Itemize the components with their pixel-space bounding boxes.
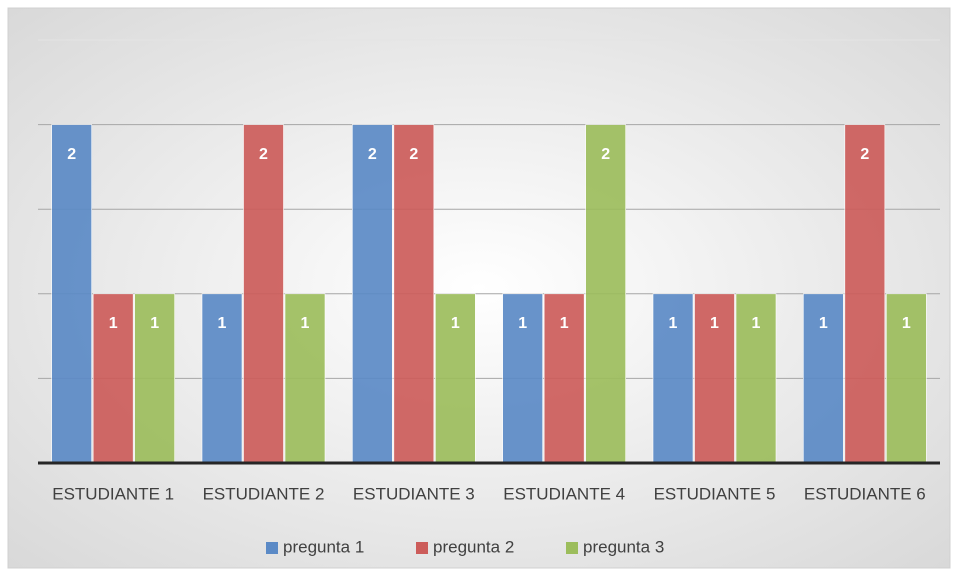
bar <box>652 293 694 464</box>
data-label: 1 <box>150 315 159 332</box>
bar <box>844 124 886 464</box>
x-tick-label: ESTUDIANTE 4 <box>503 484 625 503</box>
data-label: 2 <box>67 146 76 163</box>
data-label: 1 <box>451 315 460 332</box>
data-label: 2 <box>368 146 377 163</box>
data-label: 1 <box>301 315 310 332</box>
bar <box>694 293 735 464</box>
x-tick-label: ESTUDIANTE 5 <box>654 484 776 503</box>
data-label: 1 <box>518 315 527 332</box>
bar <box>502 293 543 464</box>
bar <box>735 293 777 464</box>
bar <box>51 124 92 464</box>
data-label: 2 <box>601 146 610 163</box>
bar <box>435 293 476 464</box>
x-tick-label: ESTUDIANTE 3 <box>353 484 475 503</box>
bar <box>886 293 927 464</box>
data-label: 1 <box>218 315 227 332</box>
legend-label: pregunta 1 <box>283 537 364 556</box>
bar <box>585 124 626 464</box>
x-tick-label: ESTUDIANTE 6 <box>804 484 926 503</box>
data-label: 1 <box>752 315 761 332</box>
legend-label: pregunta 3 <box>583 537 664 556</box>
bar <box>134 293 175 464</box>
bar <box>803 293 844 464</box>
bar <box>543 293 585 464</box>
data-label: 1 <box>109 315 118 332</box>
bar <box>243 124 284 464</box>
x-tick-label: ESTUDIANTE 1 <box>52 484 174 503</box>
chart-background <box>7 7 951 569</box>
data-label: 1 <box>902 315 911 332</box>
data-label: 2 <box>259 146 268 163</box>
data-label: 1 <box>819 315 828 332</box>
bar <box>352 124 393 464</box>
bar <box>393 124 435 464</box>
data-label: 1 <box>710 315 719 332</box>
data-label: 1 <box>560 315 569 332</box>
data-label: 2 <box>409 146 418 163</box>
legend-label: pregunta 2 <box>433 537 514 556</box>
legend-swatch <box>416 542 428 554</box>
legend-swatch <box>566 542 578 554</box>
legend-swatch <box>266 542 278 554</box>
x-tick-label: ESTUDIANTE 2 <box>203 484 325 503</box>
data-label: 2 <box>860 146 869 163</box>
data-label: 1 <box>669 315 678 332</box>
bar <box>284 293 326 464</box>
bar <box>201 293 243 464</box>
